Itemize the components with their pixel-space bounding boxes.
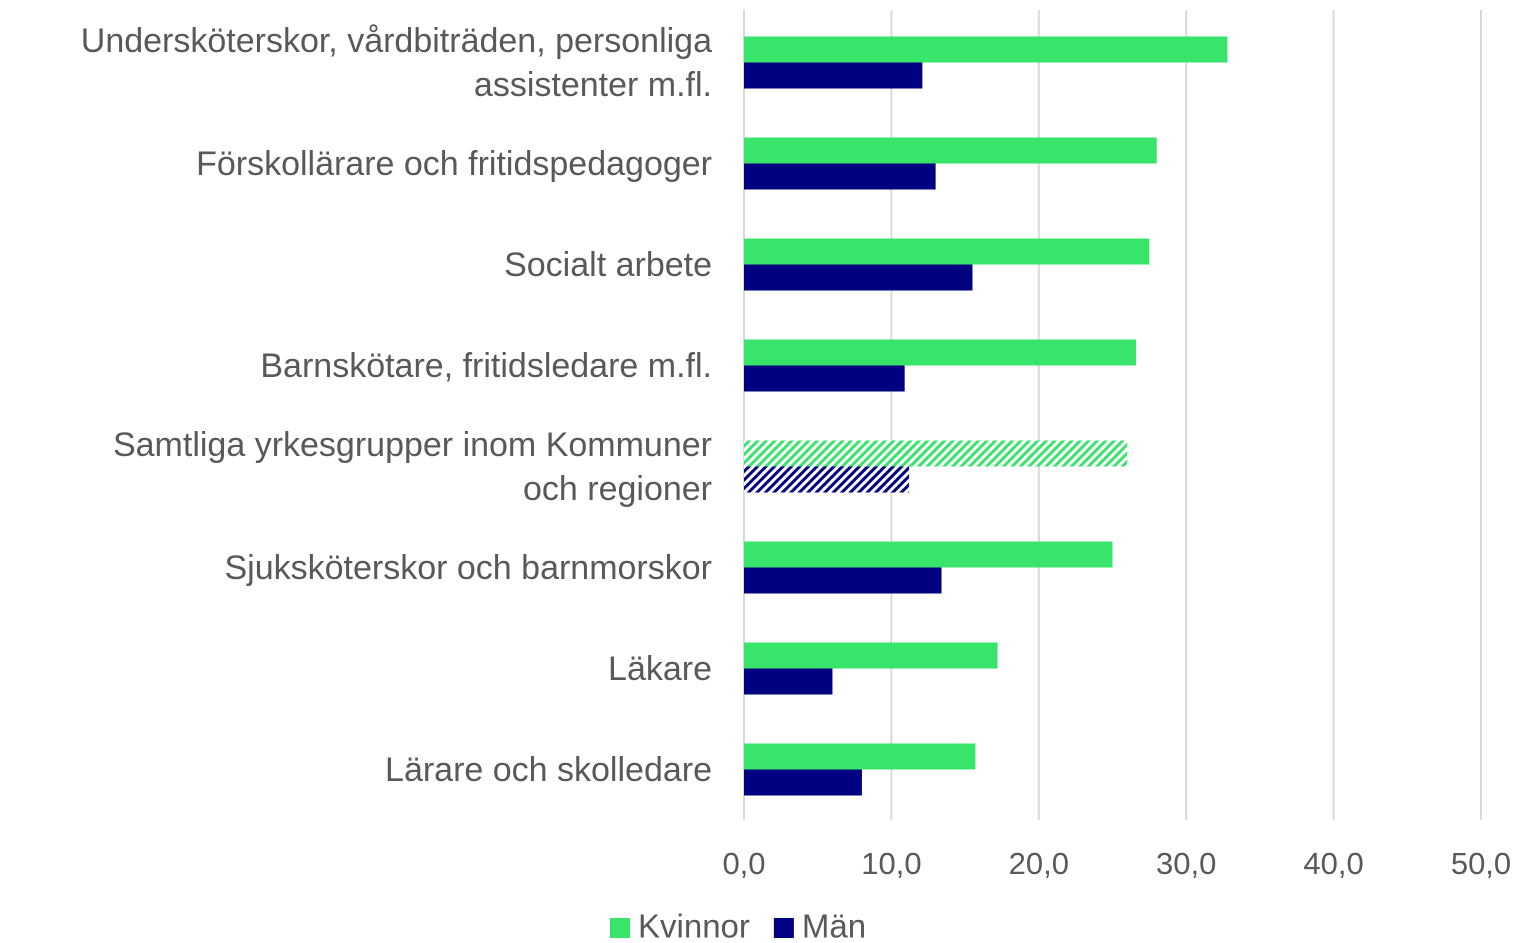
x-tick-label: 50,0 — [1451, 846, 1511, 881]
bar — [744, 238, 1150, 265]
legend-swatch — [773, 918, 794, 938]
bar — [744, 440, 1128, 467]
x-tick-label: 10,0 — [861, 846, 921, 881]
bar — [744, 365, 905, 392]
y-tick-label: Undersköterskor, vårdbiträden, personlig… — [80, 21, 712, 104]
y-tick-label: Förskollärare och fritidspedagoger — [196, 144, 712, 183]
bar — [744, 339, 1137, 366]
bar — [744, 567, 942, 594]
bar — [744, 62, 923, 89]
y-tick-label: Barnskötare, fritidsledare m.fl. — [260, 346, 712, 385]
bar — [744, 36, 1228, 63]
y-tick-label: Sjuksköterskor och barnmorskor — [224, 548, 712, 587]
legend-label: Män — [802, 908, 866, 943]
legend-label: Kvinnor — [638, 908, 750, 943]
bar — [744, 541, 1113, 568]
x-tick-label: 30,0 — [1156, 846, 1216, 881]
x-tick-label: 0,0 — [722, 846, 765, 881]
bar — [744, 137, 1157, 164]
bar — [744, 163, 936, 190]
bar — [744, 642, 998, 669]
bar — [744, 743, 976, 770]
y-tick-label: Läkare — [608, 649, 712, 688]
bar — [744, 264, 973, 291]
bar — [744, 769, 862, 796]
bar — [744, 466, 910, 493]
x-tick-label: 40,0 — [1303, 846, 1363, 881]
y-tick-label: Samtliga yrkesgrupper inom Kommuner och … — [112, 425, 712, 508]
legend-swatch — [610, 918, 630, 938]
y-tick-label: Socialt arbete — [504, 245, 712, 284]
bar — [744, 668, 833, 695]
y-tick-label: Lärare och skolledare — [385, 750, 712, 789]
x-tick-label: 20,0 — [1009, 846, 1069, 881]
